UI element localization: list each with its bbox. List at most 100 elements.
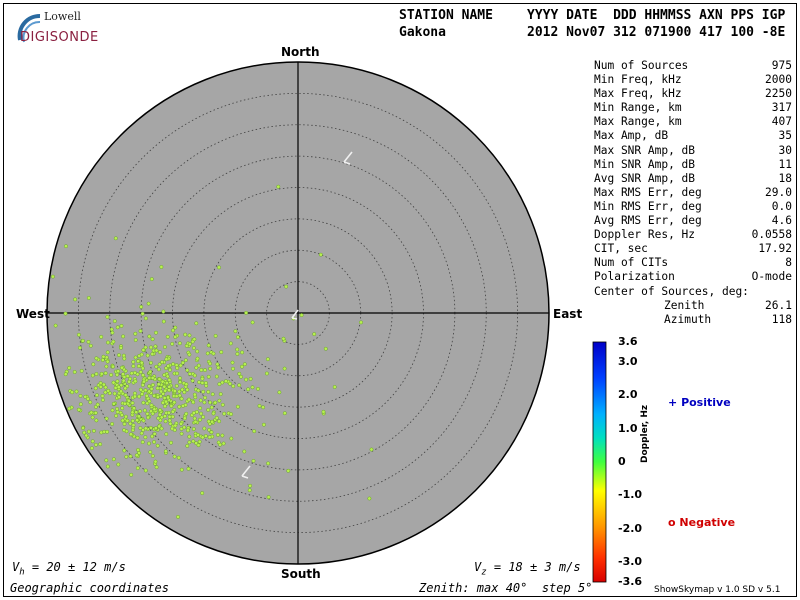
source-point <box>148 450 153 455</box>
source-point <box>177 393 182 398</box>
colorbar-tick-label: 3.6 <box>618 335 638 348</box>
source-point <box>206 343 211 348</box>
source-point <box>104 355 109 360</box>
stat-value: 8 <box>785 256 792 270</box>
source-point <box>138 426 143 431</box>
vz-symbol: V <box>474 560 482 574</box>
source-point <box>201 389 206 394</box>
source-point <box>129 371 134 376</box>
source-points <box>50 184 374 519</box>
source-point <box>132 406 137 411</box>
source-point <box>149 345 153 350</box>
source-point <box>110 408 115 413</box>
source-point <box>177 341 182 346</box>
source-point <box>163 419 168 424</box>
logo-text-digisonde: DIGISONDE <box>20 30 99 45</box>
source-point <box>89 446 94 451</box>
source-point <box>208 400 213 405</box>
source-point <box>154 330 158 335</box>
source-point <box>203 381 208 385</box>
source-point <box>171 328 175 333</box>
source-point <box>208 366 213 371</box>
vh-symbol: V <box>12 560 20 574</box>
source-point <box>128 432 133 437</box>
source-point <box>216 365 221 370</box>
source-point <box>177 404 182 409</box>
source-point <box>266 495 271 500</box>
stat-label: Max RMS Err, deg <box>594 185 702 199</box>
stat-value: 0.0 <box>771 199 792 213</box>
source-point <box>367 496 372 501</box>
source-point <box>237 383 242 388</box>
source-point <box>178 380 183 385</box>
source-point <box>210 392 215 397</box>
source-point <box>180 360 185 365</box>
date-columns-label: YYYY DATE DDD HHMMSS AXN PPS IGP <box>527 8 786 23</box>
source-point <box>207 435 212 440</box>
source-point <box>72 370 77 374</box>
source-point <box>129 472 134 477</box>
colorbar-tick-label: 2.0 <box>618 388 638 402</box>
stat-row: Min RMS Err, deg 0.0 <box>594 200 792 214</box>
source-point <box>100 358 105 362</box>
source-point <box>105 359 110 364</box>
source-point <box>146 415 151 420</box>
source-point <box>125 374 130 379</box>
source-point <box>261 422 266 427</box>
source-point <box>91 428 96 433</box>
source-point <box>101 354 106 359</box>
source-point <box>176 455 181 460</box>
source-point <box>111 380 116 385</box>
source-point <box>153 344 158 349</box>
source-point <box>121 372 126 377</box>
source-point <box>252 429 257 434</box>
stat-row: Avg RMS Err, deg 4.6 <box>594 214 792 228</box>
source-point <box>119 323 124 328</box>
stat-value: 407 <box>771 115 792 129</box>
source-point <box>159 426 164 431</box>
source-point <box>199 411 203 416</box>
source-point <box>78 393 83 398</box>
source-point <box>147 375 152 380</box>
source-point <box>170 414 175 419</box>
center-zenith: Zenith 26.1 <box>594 299 792 313</box>
source-point <box>208 361 212 366</box>
source-point <box>187 440 192 445</box>
source-point <box>150 337 155 342</box>
source-point <box>202 400 207 405</box>
stat-row: Num of CITs 8 <box>594 256 792 270</box>
source-point <box>137 394 142 399</box>
source-point <box>115 410 120 414</box>
source-point <box>197 380 202 385</box>
source-point <box>99 430 104 435</box>
logo-text-lowell: Lowell <box>44 10 81 23</box>
source-point <box>195 356 200 361</box>
source-point <box>157 377 162 382</box>
source-point <box>206 407 211 412</box>
source-point <box>318 252 323 257</box>
source-point <box>191 346 196 350</box>
vh-subscript: h <box>19 567 25 578</box>
source-point <box>242 449 247 454</box>
source-point <box>93 410 98 415</box>
stat-label: Polarization <box>594 270 675 284</box>
source-point <box>198 406 203 411</box>
source-point <box>162 384 167 389</box>
source-point <box>299 313 304 318</box>
source-point <box>143 426 148 431</box>
source-point <box>133 331 138 336</box>
source-point <box>134 453 139 458</box>
source-point <box>191 400 196 405</box>
date-columns-value: 2012 Nov07 312 071900 417 100 -8E <box>527 25 786 40</box>
source-point <box>173 335 178 339</box>
source-point <box>143 435 148 440</box>
stat-label: Doppler Res, Hz <box>594 228 696 242</box>
stat-value: 2000 <box>765 73 792 87</box>
source-point <box>213 400 218 405</box>
source-point <box>196 363 201 368</box>
source-point <box>359 320 363 325</box>
source-point <box>178 376 182 381</box>
source-point <box>109 372 114 377</box>
source-point <box>136 364 141 369</box>
source-point <box>187 342 192 347</box>
